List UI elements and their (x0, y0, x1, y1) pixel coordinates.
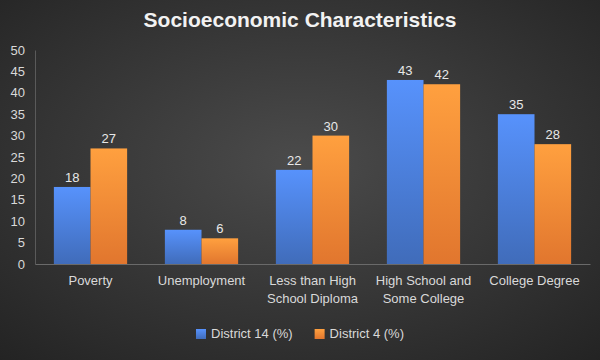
x-tick-label: Unemployment (158, 273, 246, 288)
chart-container: Socioeconomic Characteristics 0 5 10 15 20 25 3… (0, 0, 600, 360)
bar (276, 170, 313, 264)
y-tick: 5 (18, 235, 35, 250)
y-tick: 35 (11, 107, 35, 122)
legend-item: District 4 (%) (315, 326, 404, 341)
y-tick-label: 25 (11, 150, 25, 165)
bar (91, 148, 128, 264)
x-tick-label: College Degree (489, 273, 579, 288)
bar (498, 114, 535, 264)
legend-label: District 14 (%) (211, 326, 293, 341)
x-tick: Less than HighSchool Diploma (267, 264, 359, 306)
data-label: 6 (216, 221, 223, 236)
x-axis: Poverty Unemployment Less than HighSchool … (36, 264, 591, 306)
data-labels: 18 8 22 43 35 27 6 30 42 28 (65, 63, 560, 236)
y-tick-label: 0 (18, 257, 25, 272)
bar (424, 84, 461, 264)
x-tick-label: Poverty (68, 273, 113, 288)
y-tick: 0 (18, 257, 35, 272)
data-label: 22 (287, 153, 301, 168)
y-axis-line (35, 51, 36, 265)
y-tick-label: 50 (11, 43, 25, 58)
y-tick: 20 (11, 171, 35, 186)
y-tick-label: 10 (11, 214, 25, 229)
bar (202, 238, 239, 264)
legend-label: District 4 (%) (330, 326, 404, 341)
x-tick-label: Less than HighSchool Diploma (267, 273, 359, 306)
y-tick: 10 (11, 214, 35, 229)
bar (535, 144, 572, 264)
data-label: 42 (435, 67, 449, 82)
data-label: 8 (180, 213, 187, 228)
bar (165, 230, 202, 264)
y-tick: 50 (11, 43, 35, 58)
data-label: 35 (509, 97, 523, 112)
legend-item: District 14 (%) (196, 326, 293, 341)
y-tick-label: 15 (11, 192, 25, 207)
y-tick: 25 (11, 150, 35, 165)
bars (54, 80, 571, 264)
chart-svg: Socioeconomic Characteristics 0 5 10 15 20 25 3… (0, 0, 600, 360)
y-tick: 40 (11, 85, 35, 100)
y-tick-label: 40 (11, 85, 25, 100)
data-label: 43 (398, 63, 412, 78)
y-tick-label: 30 (11, 128, 25, 143)
x-tick: College Degree (489, 264, 579, 288)
chart-title: Socioeconomic Characteristics (144, 8, 457, 31)
y-tick: 30 (11, 128, 35, 143)
legend-swatch (196, 329, 206, 339)
y-tick: 45 (11, 64, 35, 79)
x-axis-line (36, 264, 591, 265)
legend-swatch (315, 329, 325, 339)
data-label: 28 (546, 127, 560, 142)
data-label: 30 (324, 119, 338, 134)
data-label: 27 (102, 131, 116, 146)
plot: 0 5 10 15 20 25 30 35 40 45 50 Poverty Unemployment L… (11, 43, 591, 306)
x-tick: Poverty (68, 264, 113, 288)
legend: District 14 (%) District 4 (%) (196, 326, 404, 341)
y-tick-label: 35 (11, 107, 25, 122)
y-axis: 0 5 10 15 20 25 30 35 40 45 50 (11, 43, 36, 272)
bar (54, 187, 91, 264)
bar (387, 80, 424, 264)
y-tick-label: 5 (18, 235, 25, 250)
x-tick: High School andSome College (376, 264, 471, 306)
y-tick: 15 (11, 192, 35, 207)
data-label: 18 (65, 170, 79, 185)
y-tick-label: 20 (11, 171, 25, 186)
x-tick-label: High School andSome College (376, 273, 471, 306)
bar (313, 136, 350, 264)
x-tick: Unemployment (158, 264, 246, 288)
y-tick-label: 45 (11, 64, 25, 79)
background (0, 0, 600, 360)
